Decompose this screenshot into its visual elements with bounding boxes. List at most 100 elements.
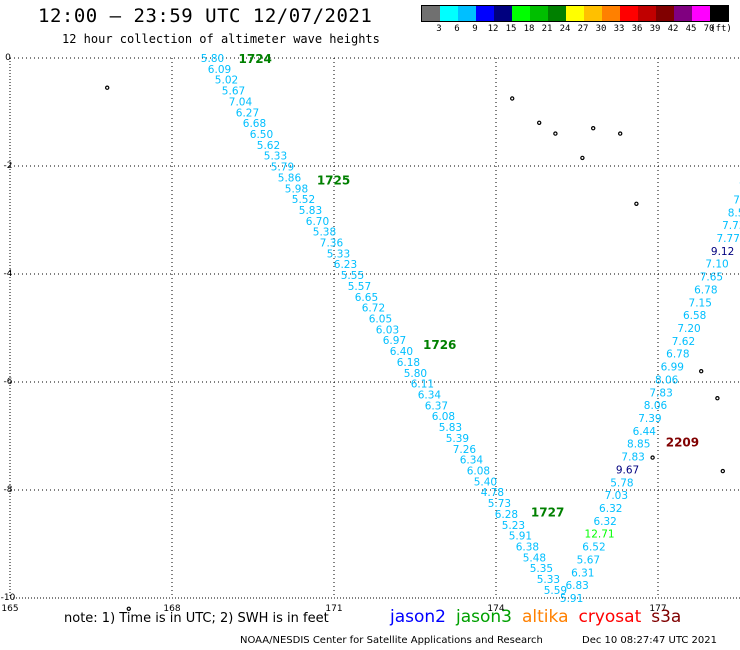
- satellite-name: jason2: [390, 607, 446, 627]
- legend-labels: 3 6 9 12 15 18 21 24 27 30 33 36 39 42 45 70 (ft): [421, 22, 732, 34]
- swh-value: 6.32: [593, 516, 616, 528]
- swh-value: 6.78: [694, 284, 717, 296]
- swh-value: 5.55: [341, 270, 364, 282]
- swh-value: 5.33: [264, 151, 287, 163]
- legend-swatch: [656, 6, 674, 21]
- swh-value: 6.44: [633, 426, 657, 438]
- pass-time-label: 1725: [317, 174, 350, 188]
- legend-label: 9: [472, 24, 478, 34]
- color-legend: 3 6 9 12 15 18 21 24 27 30 33 36 39 42 45 70 (ft): [421, 5, 732, 34]
- swh-value: 6.31: [571, 567, 594, 579]
- y-tick-label: -6: [4, 377, 13, 387]
- swh-value: 6.05: [369, 314, 392, 326]
- swh-value: 7.04: [229, 96, 253, 108]
- swh-value: 7.65: [700, 272, 723, 284]
- satellite-name: jason3: [456, 607, 512, 627]
- swh-value: 5.40: [474, 476, 497, 488]
- legend-swatch: [530, 6, 548, 21]
- legend-swatch: [548, 6, 566, 21]
- swh-value: 7.73: [722, 220, 740, 232]
- island: [126, 606, 132, 612]
- swh-value: 7.83: [621, 452, 644, 464]
- swh-value: 8.57: [728, 207, 740, 219]
- swh-value: 7.15: [689, 297, 712, 309]
- legend-label: 21: [541, 24, 553, 34]
- island: [699, 369, 704, 374]
- swh-value: 5.79: [271, 162, 294, 174]
- island: [104, 85, 110, 90]
- legend-swatches: [421, 5, 729, 22]
- x-tick-label: 168: [163, 604, 180, 614]
- page-subtitle: 12 hour collection of altimeter wave hei…: [62, 32, 380, 46]
- legend-label: 15: [505, 24, 517, 34]
- pass-time-label: 1726: [423, 338, 456, 352]
- island: [650, 455, 655, 460]
- satellite-name: altika: [522, 607, 569, 627]
- swh-value: 7.20: [677, 323, 700, 335]
- swh-value: 5.33: [327, 248, 350, 260]
- swh-value: 5.83: [439, 422, 462, 434]
- legend-swatch: [620, 6, 638, 21]
- island: [591, 125, 596, 131]
- satellite-name: s3a: [651, 607, 682, 627]
- legend-label: 27: [577, 24, 589, 34]
- swh-value: 5.02: [215, 75, 238, 87]
- swh-value: 5.57: [348, 281, 371, 293]
- swh-value: 6.58: [683, 310, 706, 322]
- axis-tick-labels: 165 168 171 174 177 0 -2 -4 -6 -8 -10: [1, 53, 667, 614]
- swh-value: 5.35: [530, 563, 553, 575]
- legend-label: 45: [685, 24, 697, 34]
- swh-value: 6.11: [411, 379, 434, 391]
- swh-value: 9.12: [711, 246, 734, 258]
- swh-value: 6.70: [306, 216, 329, 228]
- pass-time-label: 1727: [531, 506, 564, 520]
- x-tick-label: 177: [649, 604, 666, 614]
- swh-value: 7.62: [672, 336, 695, 348]
- swh-value: 6.34: [418, 390, 442, 402]
- swh-value: 6.08: [432, 411, 455, 423]
- swh-value: 5.91: [509, 531, 532, 543]
- swh-value: 6.08: [467, 465, 490, 477]
- island: [537, 120, 542, 126]
- legend-label: 3: [436, 24, 442, 34]
- swh-value: 8.85: [627, 439, 650, 451]
- swh-value: 5.39: [446, 433, 469, 445]
- page-title: 12:00 – 23:59 UTC 12/07/2021: [38, 5, 373, 27]
- swh-value: 6.27: [236, 107, 259, 119]
- swh-value: 5.83: [299, 205, 322, 217]
- footer-credit: NOAA/NESDIS Center for Satellite Applica…: [240, 635, 543, 646]
- swh-value: 7.26: [453, 444, 477, 456]
- legend-swatch: [692, 6, 710, 21]
- y-tick-label: 0: [5, 53, 11, 63]
- swh-value: 6.03: [376, 324, 399, 336]
- legend-swatch: [566, 6, 584, 21]
- swh-value: 8.06: [655, 374, 679, 386]
- legend-swatch: [512, 6, 530, 21]
- legend-label: 70: [703, 24, 715, 34]
- swh-value: 4.78: [481, 487, 504, 499]
- swh-value: 7.39: [638, 413, 661, 425]
- swh-value: 6.97: [383, 335, 406, 347]
- island: [510, 96, 515, 101]
- swh-value: 5.67: [577, 554, 600, 566]
- swh-value: 6.09: [208, 64, 231, 76]
- swh-value: 7.10: [705, 259, 728, 271]
- footer-timestamp: Dec 10 08:27:47 UTC 2021: [582, 635, 717, 646]
- y-tick-label: -4: [4, 269, 13, 279]
- legend-label: 33: [613, 24, 625, 34]
- legend-label: 42: [667, 24, 679, 34]
- x-tick-label: 171: [325, 604, 342, 614]
- legend-label: 39: [649, 24, 661, 34]
- swh-value: 5.73: [488, 498, 511, 510]
- swh-value: 6.28: [495, 509, 518, 521]
- swh-value: 5.48: [523, 552, 546, 564]
- swh-value: 6.32: [599, 503, 622, 515]
- swh-value: 6.23: [334, 259, 357, 271]
- swh-value: 9.67: [616, 464, 639, 476]
- swh-value: 6.99: [661, 362, 684, 374]
- legend-swatch: [494, 6, 512, 21]
- legend-label: 18: [523, 24, 535, 34]
- altimeter-tracks: 5.806.095.025.677.046.276.686.505.625.33…: [201, 52, 740, 605]
- swh-value: 5.23: [502, 520, 525, 532]
- map-grid: [9, 57, 740, 599]
